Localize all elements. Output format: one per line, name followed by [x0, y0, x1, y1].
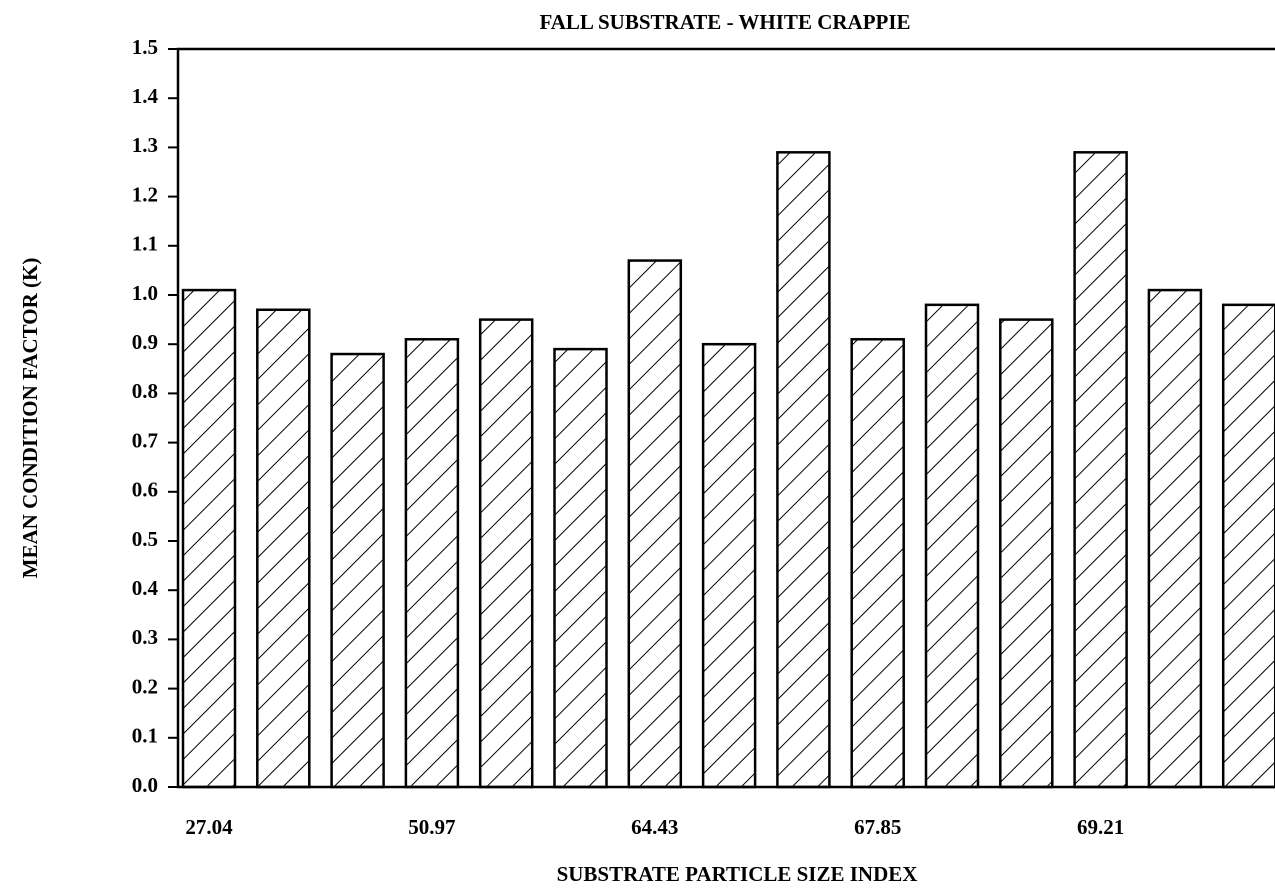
bar — [181, 288, 237, 789]
y-tick-label: 0.0 — [132, 773, 158, 797]
x-tick-label: 50.97 — [408, 815, 455, 839]
y-tick-label: 1.4 — [132, 84, 159, 108]
bar — [256, 308, 311, 789]
y-tick-label: 1.3 — [132, 133, 158, 157]
bar — [776, 151, 831, 789]
x-axis-label: SUBSTRATE PARTICLE SIZE INDEX — [557, 862, 918, 886]
bar — [1147, 288, 1203, 789]
bar — [404, 338, 460, 789]
bar — [330, 352, 385, 789]
y-tick-label: 0.8 — [132, 379, 158, 403]
y-tick-label: 0.1 — [132, 724, 158, 748]
bar — [1073, 151, 1128, 789]
bar — [850, 338, 905, 789]
y-tick-label: 0.5 — [132, 527, 158, 551]
x-tick-label: 69.21 — [1077, 815, 1124, 839]
bar — [478, 318, 534, 789]
y-tick-label: 1.5 — [132, 35, 158, 59]
bar — [553, 347, 608, 789]
x-tick-label: 64.43 — [631, 815, 678, 839]
chart-title: FALL SUBSTRATE - WHITE CRAPPIE — [539, 10, 910, 34]
y-tick-label: 0.2 — [132, 674, 158, 698]
bar — [627, 259, 683, 789]
y-tick-label: 0.7 — [132, 428, 158, 452]
bar — [924, 303, 980, 789]
y-axis-label: MEAN CONDITION FACTOR (K) — [18, 258, 42, 579]
bar — [701, 342, 757, 789]
y-tick-label: 0.9 — [132, 330, 158, 354]
x-tick-label: 27.04 — [185, 815, 233, 839]
y-tick-label: 1.1 — [132, 232, 158, 256]
bar — [1221, 303, 1275, 789]
y-tick-label: 0.4 — [132, 576, 159, 600]
y-tick-label: 0.6 — [132, 478, 158, 502]
y-tick-label: 1.2 — [132, 182, 158, 206]
bar — [999, 318, 1054, 789]
x-tick-label: 67.85 — [854, 815, 901, 839]
y-tick-label: 1.0 — [132, 281, 158, 305]
y-tick-label: 0.3 — [132, 625, 158, 649]
